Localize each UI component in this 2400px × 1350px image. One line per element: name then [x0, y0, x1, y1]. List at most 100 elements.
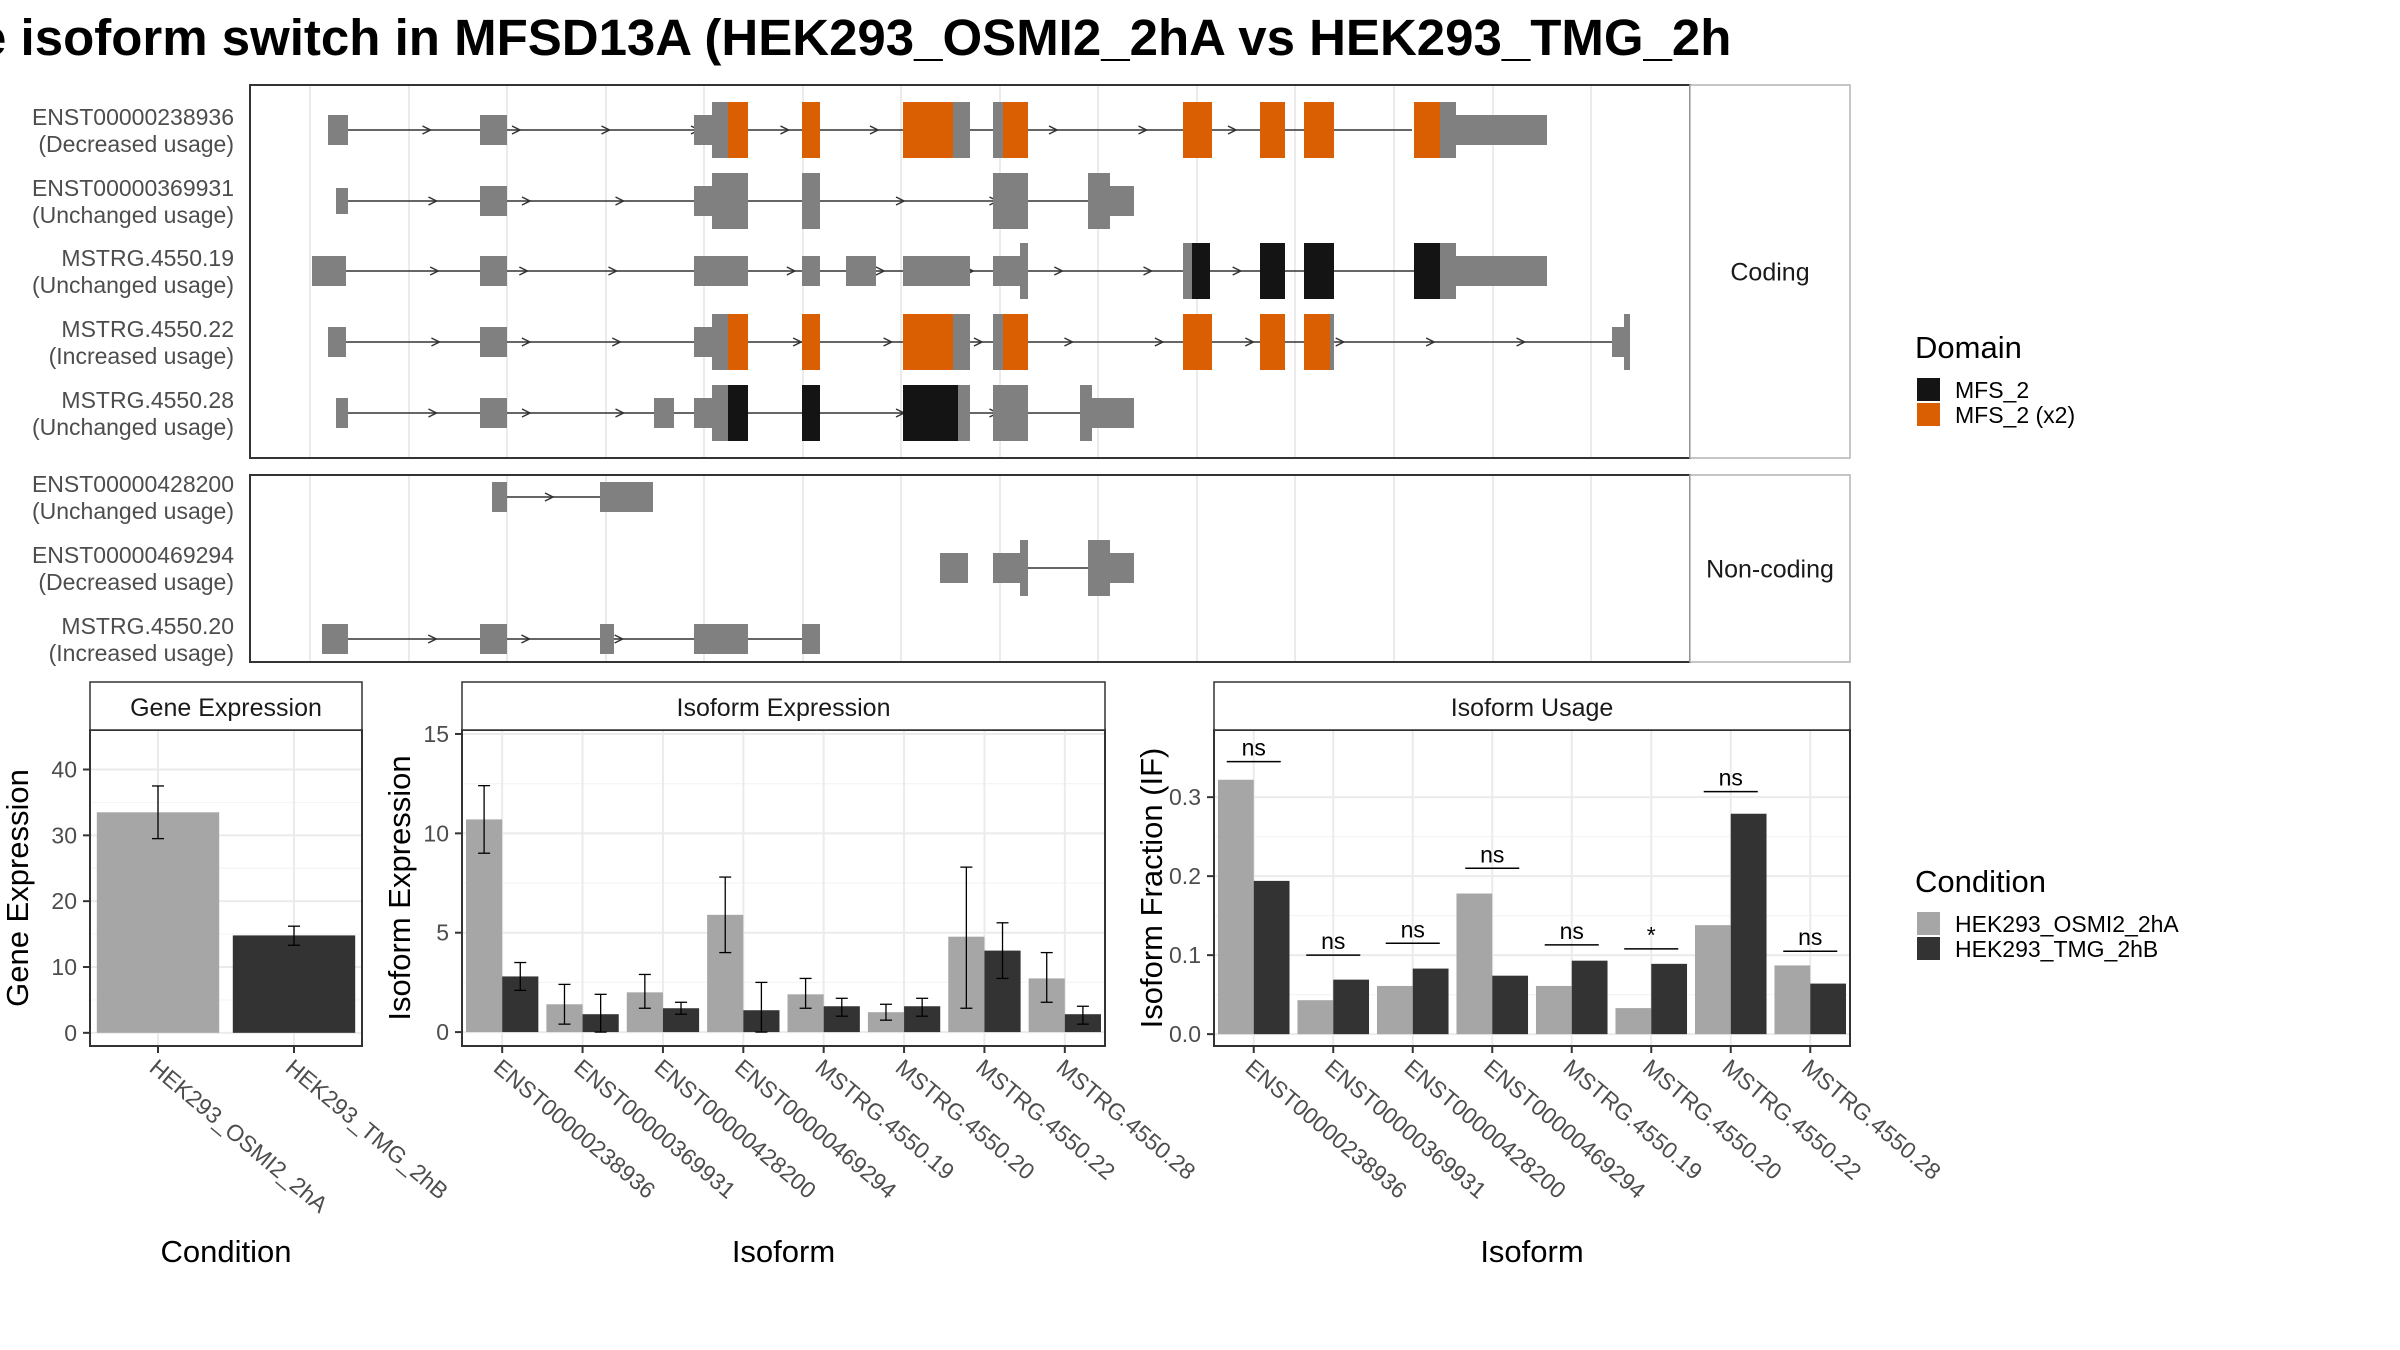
bar-HEK293_TMG_2hB: [232, 935, 356, 1033]
exon: [953, 314, 970, 370]
legend-condition-label: HEK293_OSMI2_2hA: [1955, 911, 2179, 937]
mfs2-domain-exon: [1414, 243, 1440, 299]
exon: [1088, 540, 1110, 596]
y-tick-label: 15: [423, 721, 449, 747]
transcript-MSTRG.4550.20: [322, 624, 820, 654]
y-tick-label: 0: [436, 1019, 449, 1045]
exon: [993, 553, 1020, 583]
mfs2-x2-domain-exon: [903, 314, 953, 370]
strand-arrow: [1244, 337, 1255, 347]
chart-title: Isoform Expression: [677, 694, 891, 722]
legend-domain-swatch: [1917, 403, 1940, 426]
exon: [480, 186, 507, 216]
legend-condition-label: HEK293_TMG_2hB: [1955, 936, 2158, 962]
transcript-label-usage: (Increased usage): [49, 343, 234, 369]
y-tick-label: 20: [51, 888, 77, 914]
strand-arrow: [427, 634, 438, 644]
bar-HEK293_OSMI2_2hA-ENST00000428200: [1376, 985, 1413, 1035]
transcript-ENST00000428200: [492, 482, 653, 512]
mfs2-x2-domain-exon: [1003, 314, 1028, 370]
transcript-label-usage: (Decreased usage): [38, 569, 234, 595]
exon: [694, 256, 748, 286]
strand-arrow: [1335, 337, 1346, 347]
transcript-label-id: ENST00000238936: [32, 104, 234, 130]
significance-label: ns: [1242, 735, 1266, 761]
y-axis-label: Isoform Fraction (IF): [1134, 748, 1169, 1029]
significance-label: ns: [1401, 916, 1425, 942]
bar-HEK293_TMG_2hB-MSTRG.4550.20: [1651, 963, 1688, 1035]
exon: [1020, 540, 1028, 596]
y-axis-label: Gene Expression: [0, 769, 35, 1007]
exon: [1020, 243, 1028, 299]
strand-arrow: [615, 408, 626, 418]
bar-HEK293_OSMI2_2hA-ENST00000469294: [1456, 893, 1493, 1035]
transcript-MSTRG.4550.22: [328, 314, 1630, 370]
bar-HEK293_TMG_2hB-MSTRG.4550.19: [1571, 960, 1608, 1035]
coding-panel-strip-label: Coding: [1730, 259, 1809, 287]
strand-arrow: [1064, 337, 1075, 347]
y-tick-label: 0.3: [1169, 784, 1201, 810]
transcript-label-id: ENST00000428200: [32, 471, 234, 497]
coding-panel-strip: [1689, 84, 1851, 459]
mfs2-x2-domain-exon: [1003, 102, 1028, 158]
transcript-MSTRG.4550.28: [336, 385, 1134, 441]
y-tick-label: 10: [51, 954, 77, 980]
strand-arrow: [792, 337, 803, 347]
strand-arrow: [608, 266, 619, 276]
strand-arrow: [601, 125, 612, 135]
significance-label: ns: [1719, 765, 1743, 791]
exon: [712, 385, 728, 441]
x-tick-label: MSTRG.4550.28: [1797, 1054, 1946, 1185]
exon: [953, 102, 970, 158]
transcript-label-id: ENST00000369931: [32, 175, 234, 201]
transcript-label-id: ENST00000469294: [32, 542, 234, 568]
noncoding-panel-strip-label: Non-coding: [1706, 556, 1834, 584]
significance-label: *: [1647, 922, 1656, 948]
transcript-label-id: MSTRG.4550.20: [61, 613, 234, 639]
mfs2-domain-exon: [903, 385, 958, 441]
exon: [993, 173, 1028, 229]
bar-HEK293_OSMI2_2hA-ENST00000238936: [1217, 779, 1254, 1035]
exon: [600, 482, 653, 512]
significance-label: ns: [1560, 918, 1584, 944]
legend-domain-label: MFS_2: [1955, 377, 2029, 403]
exon: [328, 327, 346, 357]
exon: [336, 188, 348, 214]
exon: [802, 173, 820, 229]
chart-title: Isoform Usage: [1451, 694, 1614, 722]
exon: [1110, 553, 1134, 583]
exon: [1456, 256, 1547, 286]
mfs2-x2-domain-exon: [903, 102, 953, 158]
noncoding-panel-strip: [1689, 474, 1851, 663]
exon: [480, 327, 507, 357]
exon: [312, 256, 346, 286]
x-tick-label: MSTRG.4550.19: [810, 1054, 959, 1185]
strand-arrow: [780, 125, 791, 135]
mfs2-x2-domain-exon: [1183, 314, 1212, 370]
exon: [1080, 385, 1092, 441]
mfs2-x2-domain-exon: [1260, 314, 1285, 370]
bar-HEK293_OSMI2_2hA-MSTRG.4550.28: [1774, 965, 1811, 1035]
y-tick-label: 30: [51, 822, 77, 848]
x-axis-label: Isoform: [732, 1234, 835, 1269]
x-tick-label: MSTRG.4550.28: [1052, 1054, 1201, 1185]
exon: [958, 385, 970, 441]
bar-HEK293_TMG_2hB-ENST00000238936: [1253, 880, 1290, 1035]
strand-arrow: [518, 266, 530, 276]
bar-HEK293_OSMI2_2hA-ENST00000369931: [1297, 1000, 1334, 1035]
strand-arrow: [521, 408, 532, 418]
strand-arrow: [431, 337, 442, 347]
strand-arrow: [1053, 266, 1065, 276]
y-tick-label: 0.0: [1169, 1021, 1201, 1047]
legend-condition-swatch: [1917, 912, 1940, 935]
exon: [1612, 327, 1624, 357]
exon: [712, 314, 728, 370]
bar-HEK293_TMG_2hB-ENST00000369931: [1333, 979, 1370, 1035]
x-tick-label: MSTRG.4550.19: [1559, 1054, 1708, 1185]
strand-arrow: [615, 196, 626, 206]
exon: [993, 102, 1003, 158]
strand-arrow: [1227, 125, 1238, 135]
strand-arrow: [895, 196, 906, 206]
exon: [480, 398, 507, 428]
